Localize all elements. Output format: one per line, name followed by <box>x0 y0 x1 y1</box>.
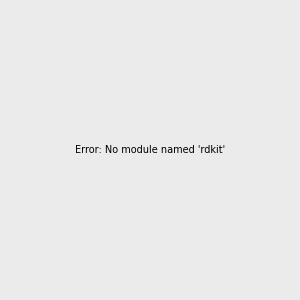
Text: Error: No module named 'rdkit': Error: No module named 'rdkit' <box>75 145 225 155</box>
